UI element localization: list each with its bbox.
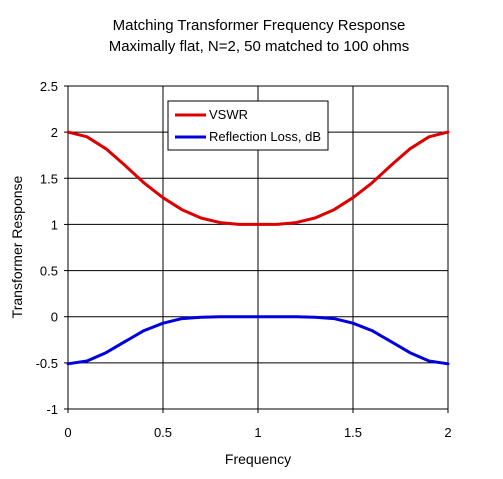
y-tick-label: 2.5 [40,79,58,94]
y-tick-label: -0.5 [36,356,58,371]
legend-box [167,100,329,151]
y-axis-ticks: 2.5 2 1.5 1 0.5 0 -0.5 -1 [36,79,68,417]
y-tick-label: 0 [51,310,58,325]
series-line-reflection-loss [66,315,450,366]
legend-label-reflection-loss: Reflection Loss, dB [209,129,321,144]
x-tick-label: 0.5 [154,425,172,440]
series-group [66,130,450,366]
x-axis-label: Frequency [225,451,291,467]
chart-subtitle: Maximally flat, N=2, 50 matched to 100 o… [109,38,410,55]
y-tick-label: 2 [51,125,58,140]
y-tick-label: -1 [46,402,58,417]
y-tick-label: 1.5 [40,171,58,186]
y-tick-label: 1 [51,217,58,232]
legend-label-vswr: VSWR [209,107,248,122]
x-tick-label: 1 [254,425,261,440]
x-tick-label: 2 [444,425,451,440]
series-line-vswr [66,130,450,226]
x-tick-label: 0 [64,425,71,440]
legend: VSWR Reflection Loss, dB [167,100,329,151]
chart-title: Matching Transformer Frequency Response [113,17,406,34]
x-tick-label: 1.5 [344,425,362,440]
y-axis-label: Transformer Response [9,175,25,318]
y-tick-label: 0.5 [40,264,58,279]
x-axis-ticks: 0 0.5 1 1.5 2 [64,409,452,440]
